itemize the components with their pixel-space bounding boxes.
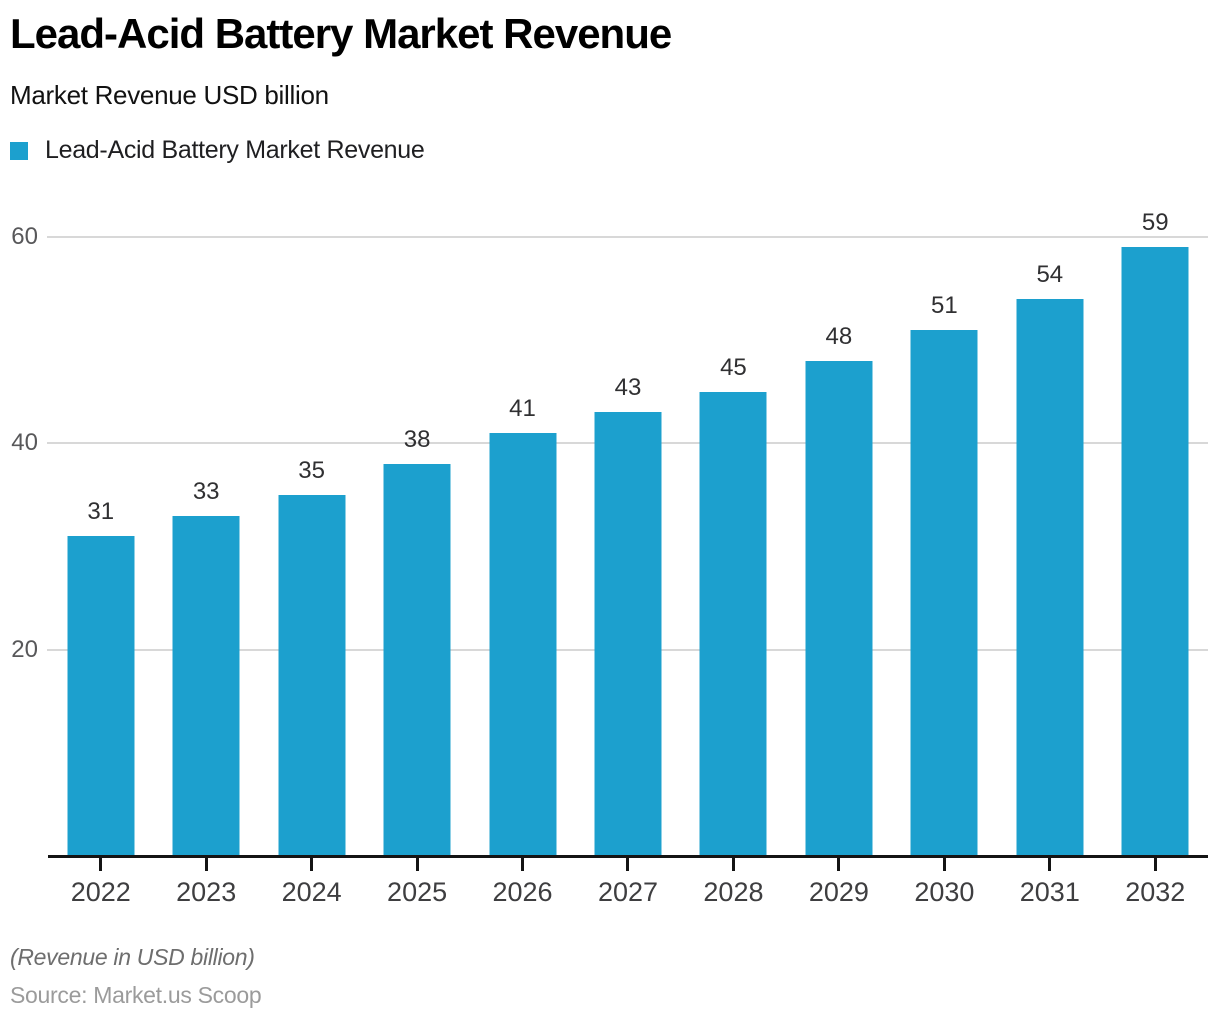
x-axis-cell-2025: 2025	[364, 858, 469, 907]
x-axis-tick	[1153, 858, 1157, 871]
x-axis-tick	[837, 858, 841, 871]
x-axis-tick	[626, 858, 630, 871]
x-axis-tick	[1048, 858, 1052, 871]
y-axis-label-20: 20	[11, 635, 38, 663]
chart-subtitle: Market Revenue USD billion	[10, 80, 329, 110]
x-axis-cell-2023: 2023	[153, 858, 258, 907]
bar-value-label-2026: 41	[509, 395, 536, 423]
bar-value-label-2022: 31	[87, 498, 115, 526]
bar-2025	[383, 463, 451, 856]
x-axis-tick	[942, 858, 946, 871]
x-axis-label-2024: 2024	[281, 877, 342, 907]
chart-title: Lead-Acid Battery Market Revenue	[10, 10, 672, 57]
plot-area: 31 33 35 38 41 43 45 48 51 54 59	[47, 209, 1208, 856]
bar-columns: 31 33 35 38 41 43 45 48 51 54 59	[48, 209, 1208, 856]
x-axis-label-2023: 2023	[176, 877, 237, 907]
bar-2026	[489, 433, 557, 856]
bar-column-2025: 38	[364, 210, 469, 856]
x-axis-cell-2031: 2031	[997, 858, 1102, 907]
bar-value-label-2028: 45	[720, 353, 747, 381]
bar-value-label-2029: 48	[825, 322, 853, 350]
bar-column-2029: 48	[786, 210, 891, 856]
bar-value-label-2024: 35	[298, 456, 325, 484]
chart-footnote: (Revenue in USD billion)	[10, 944, 255, 970]
legend: Lead-Acid Battery Market Revenue	[10, 136, 425, 165]
x-axis-label-2026: 2026	[492, 877, 553, 907]
bar-column-2031: 54	[997, 210, 1102, 856]
x-axis-label-2027: 2027	[597, 877, 659, 907]
x-axis-tick	[731, 858, 735, 871]
bar-2028	[699, 391, 767, 856]
bar-value-label-2027: 43	[614, 374, 642, 402]
x-axis-cell-2026: 2026	[470, 858, 575, 907]
bar-column-2030: 51	[892, 210, 997, 856]
bar-2022	[67, 536, 135, 856]
x-axis-tick	[415, 858, 419, 871]
x-axis-cell-2022: 2022	[48, 858, 153, 907]
x-axis: 2022 2023 2024 2025 2026 2027 2028 2029 2030 2031…	[48, 858, 1208, 907]
bar-column-2026: 41	[470, 210, 575, 856]
bar-column-2032: 59	[1103, 209, 1208, 856]
source-credit: Source: Market.us Scoop	[10, 982, 262, 1008]
x-axis-label-2022: 2022	[70, 877, 131, 907]
bar-value-label-2030: 51	[930, 291, 958, 319]
y-axis-label-60: 60	[11, 223, 38, 250]
x-axis-cell-2030: 2030	[892, 858, 997, 907]
x-axis-label-2025: 2025	[387, 877, 448, 907]
x-axis-cell-2029: 2029	[786, 858, 891, 907]
legend-label: Lead-Acid Battery Market Revenue	[45, 136, 425, 164]
bar-column-2028: 45	[681, 210, 786, 856]
bar-column-2022: 31	[48, 210, 153, 856]
x-axis-label-2030: 2030	[914, 877, 975, 907]
x-axis-label-2031: 2031	[1019, 877, 1080, 907]
bar-value-label-2023: 33	[192, 477, 220, 505]
bar-2030	[910, 329, 978, 856]
x-axis-label-2029: 2029	[808, 877, 869, 907]
bar-2023	[172, 515, 240, 856]
y-axis-label-40: 40	[11, 429, 38, 457]
bar-2024	[278, 494, 346, 856]
x-axis-line	[48, 855, 1208, 858]
bar-value-label-2031: 54	[1036, 260, 1064, 288]
bar-2029	[805, 360, 873, 856]
x-axis-tick	[204, 858, 208, 871]
legend-item[interactable]: Lead-Acid Battery Market Revenue	[10, 136, 425, 165]
x-axis-tick	[310, 858, 314, 871]
x-axis-cell-2028: 2028	[681, 858, 786, 907]
x-axis-tick	[99, 858, 103, 871]
x-axis-cell-2027: 2027	[575, 858, 680, 907]
bar-2027	[594, 412, 662, 856]
x-axis-label-2032: 2032	[1125, 877, 1186, 907]
bar-2031	[1016, 298, 1084, 856]
bar-column-2023: 33	[153, 210, 258, 856]
legend-swatch-icon	[10, 141, 28, 160]
bar-value-label-2025: 38	[403, 425, 431, 453]
x-axis-cell-2024: 2024	[259, 858, 364, 907]
bar-value-label-2032: 59	[1141, 209, 1169, 237]
x-axis-label-2028: 2028	[703, 877, 764, 907]
bar-column-2024: 35	[259, 210, 364, 856]
gridline-60	[47, 236, 1208, 238]
bar-column-2027: 43	[575, 210, 680, 856]
bar-2032	[1121, 247, 1189, 856]
x-axis-tick	[521, 858, 525, 871]
x-axis-cell-2032: 2032	[1103, 858, 1208, 907]
